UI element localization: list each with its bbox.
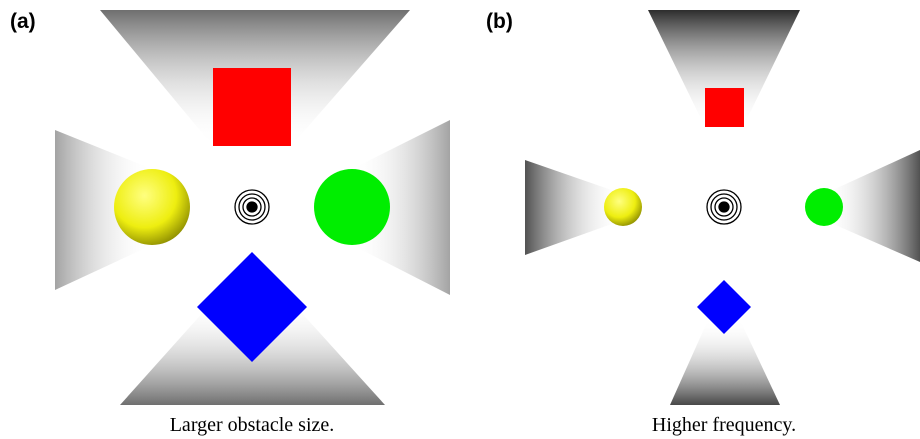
- source: [235, 190, 269, 224]
- figure: (a) (b) Larger obstacle size. Higher fre…: [0, 0, 920, 439]
- source: [707, 190, 741, 224]
- caption: Larger obstacle size.: [170, 414, 335, 436]
- yellow-sphere: [114, 169, 190, 245]
- red-square: [213, 68, 291, 146]
- panel-label: (b): [486, 10, 513, 33]
- caption: Higher frequency.: [652, 414, 796, 436]
- red-square: [705, 88, 744, 127]
- panel-b: [525, 10, 920, 405]
- panel-label: (a): [10, 10, 36, 33]
- panel-a: [55, 10, 450, 405]
- yellow-sphere: [604, 188, 642, 226]
- green-circle: [805, 188, 843, 226]
- blue-diamond: [697, 280, 751, 334]
- green-circle: [314, 169, 390, 245]
